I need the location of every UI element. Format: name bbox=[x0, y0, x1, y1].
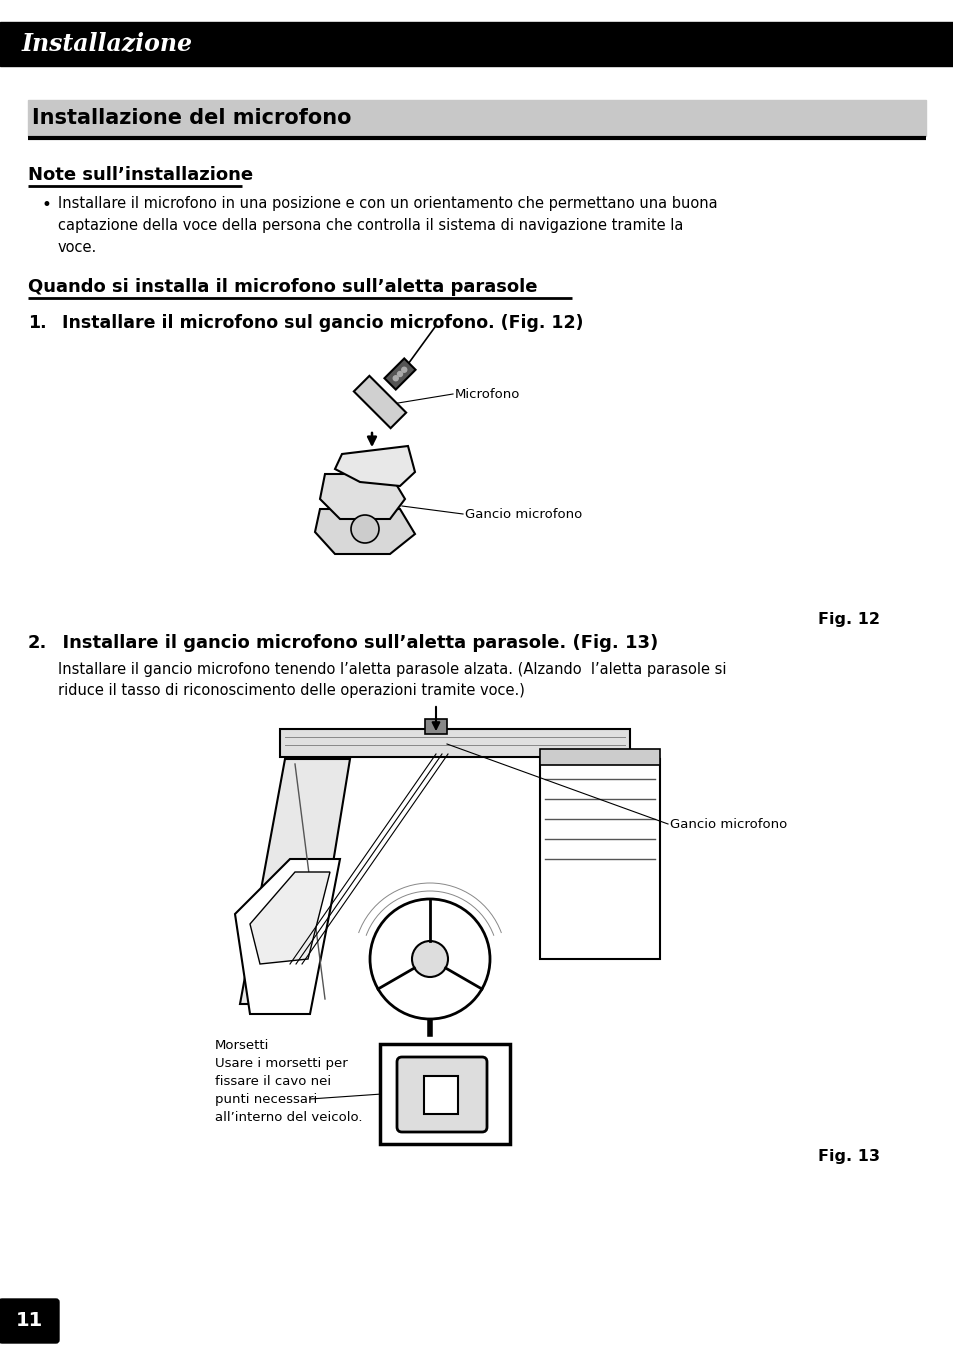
Text: Quando si installa il microfono sull’aletta parasole: Quando si installa il microfono sull’ale… bbox=[28, 279, 537, 296]
Text: Installare il gancio microfono tenendo l’aletta parasole alzata. (Alzando  l’ale: Installare il gancio microfono tenendo l… bbox=[58, 662, 726, 698]
Text: Installazione: Installazione bbox=[22, 32, 193, 55]
Polygon shape bbox=[335, 446, 415, 485]
Circle shape bbox=[412, 941, 448, 977]
Text: Gancio microfono: Gancio microfono bbox=[464, 507, 581, 521]
Text: Installazione del microfono: Installazione del microfono bbox=[32, 108, 351, 128]
Text: 1.: 1. bbox=[28, 314, 47, 333]
Text: Note sull’installazione: Note sull’installazione bbox=[28, 166, 253, 184]
Text: Morsetti
Usare i morsetti per
fissare il cavo nei
punti necessari
all’interno de: Morsetti Usare i morsetti per fissare il… bbox=[214, 1038, 362, 1124]
Circle shape bbox=[393, 376, 397, 381]
Polygon shape bbox=[319, 475, 405, 519]
Bar bbox=[423, 1076, 457, 1114]
Text: 11: 11 bbox=[15, 1311, 43, 1330]
Polygon shape bbox=[384, 358, 416, 389]
Text: 2.: 2. bbox=[28, 634, 48, 652]
Bar bbox=[28, 100, 925, 137]
Polygon shape bbox=[240, 758, 350, 1005]
FancyBboxPatch shape bbox=[396, 1057, 486, 1132]
Polygon shape bbox=[354, 376, 406, 429]
Bar bbox=[539, 749, 659, 765]
Bar bbox=[424, 719, 447, 734]
Text: Microfono: Microfono bbox=[455, 388, 519, 400]
Text: Installare il microfono in una posizione e con un orientamento che permettano un: Installare il microfono in una posizione… bbox=[58, 196, 717, 256]
Bar bbox=[280, 729, 629, 757]
Circle shape bbox=[351, 515, 378, 544]
Polygon shape bbox=[314, 508, 415, 554]
Text: Installare il gancio microfono sull’aletta parasole. (Fig. 13): Installare il gancio microfono sull’alet… bbox=[50, 634, 658, 652]
Text: Fig. 13: Fig. 13 bbox=[817, 1149, 879, 1164]
Text: Installare il microfono sul gancio microfono. (Fig. 12): Installare il microfono sul gancio micro… bbox=[50, 314, 583, 333]
Text: Fig. 12: Fig. 12 bbox=[817, 612, 879, 627]
Bar bbox=[0, 22, 953, 66]
Bar bbox=[539, 758, 659, 959]
Circle shape bbox=[370, 899, 490, 1019]
Text: Gancio microfono: Gancio microfono bbox=[669, 818, 786, 830]
Polygon shape bbox=[234, 859, 339, 1014]
FancyBboxPatch shape bbox=[0, 1299, 59, 1343]
Bar bbox=[379, 1044, 510, 1144]
Circle shape bbox=[397, 372, 402, 376]
Circle shape bbox=[401, 368, 406, 372]
Text: •: • bbox=[42, 196, 51, 214]
Polygon shape bbox=[250, 872, 330, 964]
